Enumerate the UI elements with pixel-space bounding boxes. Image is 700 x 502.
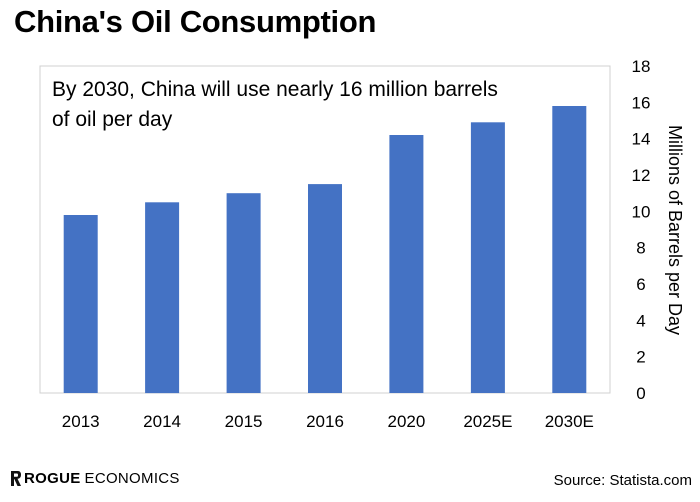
bar-2025E [470,122,505,394]
bar-2013 [63,215,98,393]
y-tick-label: 16 [632,93,651,112]
brand-logo: ROGUE ECONOMICS [10,470,180,487]
y-axis-label: Millions of Barrels per Day [665,125,685,335]
y-tick-label: 0 [636,384,645,403]
x-tick-label: 2016 [306,412,344,431]
bar-2030E [552,106,587,393]
x-tick-label: 2015 [225,412,263,431]
bar-2020 [389,135,424,393]
y-tick-label: 4 [636,311,645,330]
y-tick-label: 12 [632,166,651,185]
x-tick-label: 2014 [143,412,181,431]
x-tick-label: 2020 [387,412,425,431]
rogue-logo-icon [11,471,21,486]
x-axis-ticks: 2013 2014 2015 2016 2020 2025E 2030E [62,412,594,431]
chart-title: China's Oil Consumption [14,4,377,39]
y-tick-label: 6 [636,275,645,294]
y-axis-ticks: 0 2 4 6 8 10 12 14 16 18 [632,57,651,403]
bars [63,106,587,394]
bar-2015 [226,193,261,393]
annotation-line-2: of oil per day [52,108,173,131]
y-tick-label: 2 [636,348,645,367]
x-tick-label: 2025E [463,412,512,431]
y-tick-label: 14 [632,130,651,149]
brand-name-bold: ROGUE [24,470,81,487]
y-tick-label: 8 [636,239,645,258]
brand-name-light: ECONOMICS [84,470,180,487]
annotation-line-1: By 2030, China will use nearly 16 millio… [52,78,498,101]
source-note: Source: Statista.com [553,472,692,489]
x-tick-label: 2030E [545,412,594,431]
y-tick-label: 18 [632,57,651,76]
bar-2014 [145,202,180,394]
x-tick-label: 2013 [62,412,100,431]
y-tick-label: 10 [632,202,651,221]
bar-2016 [308,184,342,393]
